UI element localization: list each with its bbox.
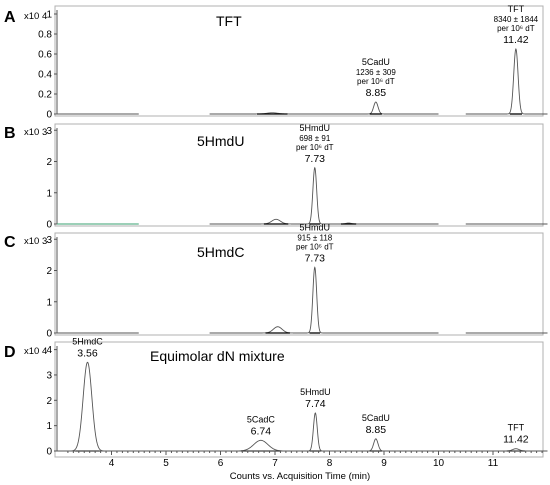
peak-label-name: TFT <box>508 4 525 14</box>
y-tick-label: 0 <box>46 447 52 458</box>
peak-label-unit: per 10⁶ dT <box>497 24 535 33</box>
x-axis: 4 5 6 7 8 9 10 11 <box>57 450 543 469</box>
peak-label-rt-label: 8.85 <box>366 424 387 436</box>
chromatogram-trace <box>209 266 330 334</box>
panel-b-frame <box>54 123 544 227</box>
y-tick-label: 2 <box>46 157 52 168</box>
chromatogram-trace <box>465 48 548 115</box>
panel-c-frame <box>54 232 544 336</box>
peak-label-amount: 1236 ± 309 <box>356 68 397 77</box>
y-tick-label: 0.4 <box>38 70 52 81</box>
peak-label-rt-label: 7.73 <box>305 153 326 165</box>
peak-label-unit: per 10⁶ dT <box>296 242 334 251</box>
x-tick-label: 9 <box>381 458 387 469</box>
chromatogram-trace <box>209 112 330 115</box>
panel-d-frame <box>54 341 544 458</box>
panel-a-title: TFT <box>216 13 242 29</box>
x-tick-label: 5 <box>163 458 169 469</box>
x-tick-label: 10 <box>433 458 445 469</box>
peak-label-amount: 698 ± 91 <box>299 134 331 143</box>
panel-d-scale: x10 4 <box>24 346 47 357</box>
y-tick-label: 0.6 <box>38 50 52 61</box>
y-tick-label: 2 <box>46 396 52 407</box>
y-tick-label: 1 <box>46 297 52 308</box>
peak-label-name: TFT <box>508 423 525 433</box>
chromatogram-trace <box>209 166 330 225</box>
chromatogram-trace <box>329 438 439 452</box>
peak-label-name: 5CadU <box>362 413 390 423</box>
panel-c-title: 5HmdC <box>197 244 244 260</box>
peak-label-unit: per 10⁶ dT <box>357 77 395 86</box>
peak-label-rt-label: 6.74 <box>251 425 272 437</box>
panel-a-scale: x10 4 <box>24 11 47 22</box>
peak-label-name: 5CadU <box>362 57 390 67</box>
peak-label-rt-label: 11.42 <box>503 434 529 446</box>
peak-label-rt-label: 8.85 <box>366 87 387 99</box>
x-tick-label: 7 <box>272 458 278 469</box>
panel-a-frame <box>54 5 544 117</box>
peak-label-rt-label: 3.56 <box>77 347 98 359</box>
panel-b-scale: x10 3 <box>24 127 47 138</box>
y-tick-label: 2 <box>46 266 52 277</box>
panel-d-title: Equimolar dN mixture <box>150 348 285 364</box>
panel-b-letter: B <box>4 125 16 142</box>
y-tick-label: 0 <box>46 329 52 340</box>
y-tick-label: 3 <box>46 370 52 381</box>
peak-label-name: 5HmdU <box>300 387 331 397</box>
y-tick-label: 1 <box>46 10 52 21</box>
y-tick-label: 0 <box>46 220 52 231</box>
y-tick-label: 1 <box>46 421 52 432</box>
chromatogram-trace <box>57 361 139 452</box>
peak-label-amount: 915 ± 118 <box>297 233 332 242</box>
panel-b-title: 5HmdU <box>197 133 244 149</box>
panel-d-letter: D <box>4 344 16 361</box>
y-tick-label: 0.2 <box>38 90 52 101</box>
y-tick-label: 3 <box>46 126 52 137</box>
y-tick-label: 0 <box>46 110 52 121</box>
peak-label-name: 5CadC <box>247 414 276 424</box>
y-tick-label: 3 <box>46 235 52 246</box>
peak-label-unit: per 10⁶ dT <box>296 143 334 152</box>
peak-label-rt-label: 7.74 <box>305 398 326 410</box>
x-tick-label: 8 <box>327 458 333 469</box>
peak-label-name: 5HmdU <box>300 222 331 232</box>
panel-c-scale: x10 3 <box>24 236 47 247</box>
y-tick-label: 1 <box>46 188 52 199</box>
x-axis-label: Counts vs. Acquisition Time (min) <box>230 471 370 482</box>
peak-label-rt-label: 7.73 <box>305 252 326 264</box>
peak-label-rt-label: 11.42 <box>503 34 529 46</box>
x-tick-label: 6 <box>218 458 224 469</box>
peak-label-name: 5HmdU <box>300 123 331 133</box>
panel-c-letter: C <box>4 234 16 251</box>
chromatogram-trace <box>329 222 439 225</box>
peak-label-name: 5HmdC <box>72 336 103 346</box>
x-tick-label: 11 <box>488 458 499 469</box>
x-tick-label: 4 <box>109 458 115 469</box>
peak-label-amount: 8340 ± 1844 <box>494 15 539 24</box>
panel-a-letter: A <box>4 9 16 26</box>
y-tick-label: 0.8 <box>38 30 52 41</box>
chromatogram-trace <box>329 101 439 115</box>
y-tick-label: 4 <box>46 345 52 356</box>
